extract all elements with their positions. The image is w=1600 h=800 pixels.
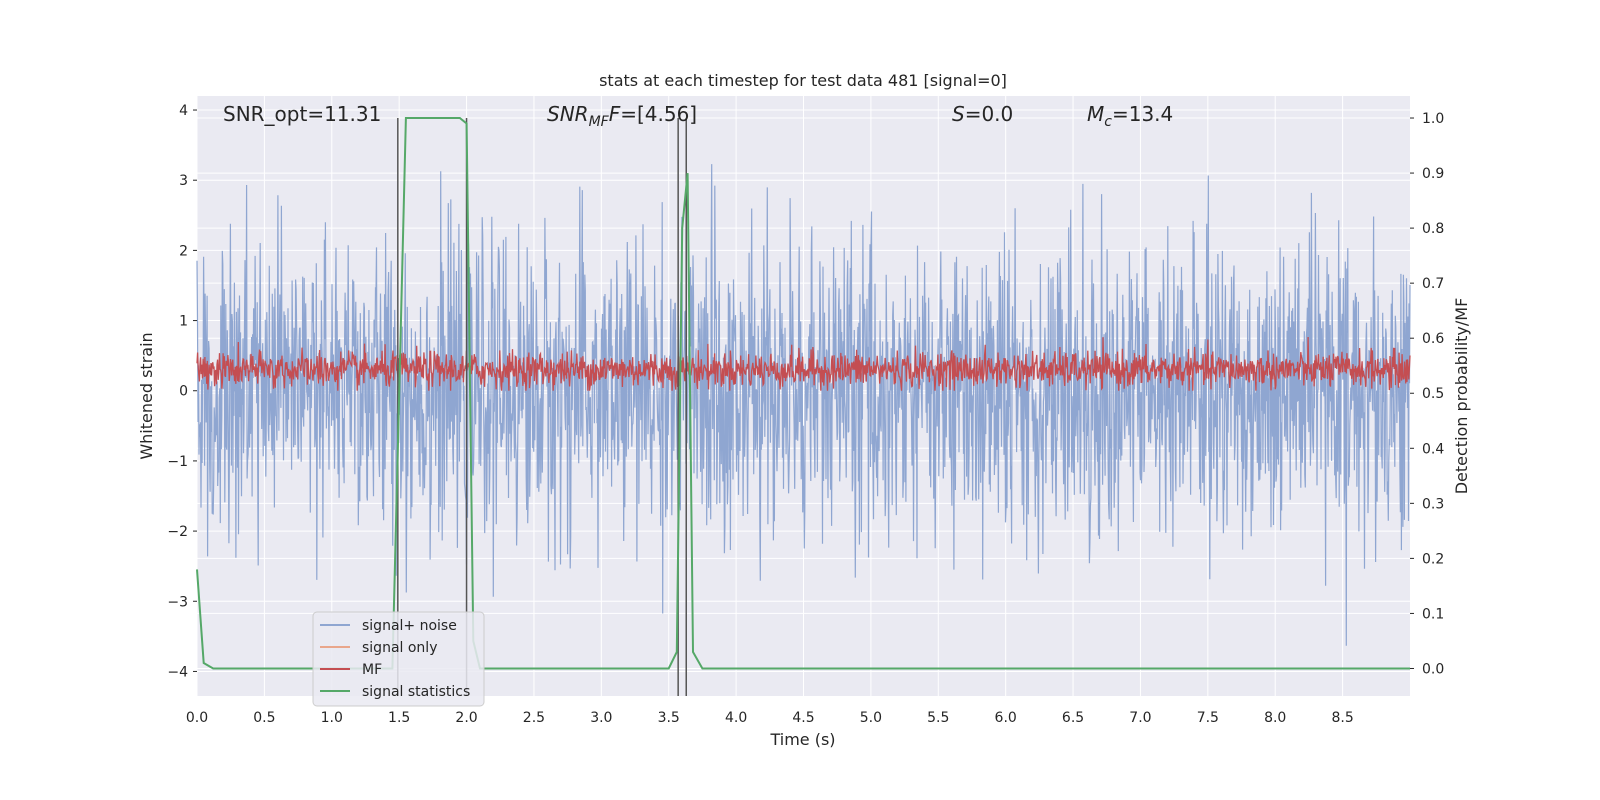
x-tick-label: 4.0: [725, 710, 747, 726]
y2-tick-label: 0.6: [1422, 331, 1444, 347]
x-tick-label: 5.5: [927, 710, 949, 726]
legend-box: [312, 611, 485, 707]
x-tick-label: 0.0: [186, 710, 208, 726]
s-annotation: S=0.0: [952, 102, 1013, 126]
x-tick-label: 8.0: [1264, 710, 1286, 726]
y-tick-labels: 4 3 2 1 0 −1 −2 −3 −4: [167, 103, 197, 680]
y2-tick-label: 0.1: [1422, 606, 1444, 622]
legend: signal+ noise signal only MF signal statist…: [312, 611, 485, 707]
x-tick-label: 1.0: [321, 710, 343, 726]
x-tick-label: 0.5: [253, 710, 275, 726]
x-tick-label: 6.5: [1062, 710, 1084, 726]
y-tick-label: −3: [167, 594, 188, 610]
mc-annotation: Mc=13.4: [1087, 102, 1173, 130]
x-tick-label: 1.5: [388, 710, 410, 726]
y2-tick-label: 0.9: [1422, 166, 1444, 182]
x-tick-label: 3.0: [590, 710, 612, 726]
y2-tick-label: 0.8: [1422, 221, 1444, 237]
s-label: S: [952, 102, 965, 126]
snr-mf-f: F: [609, 102, 621, 126]
y2-tick-labels: 1.0 0.9 0.8 0.7 0.6 0.5 0.4 0.3 0.2 0.1 0.0: [1410, 111, 1444, 677]
chart-title: stats at each timestep for test data 481…: [599, 71, 1007, 90]
snr-mf-annotation: SNRMFF=[4.56]: [547, 102, 697, 130]
x-tick-label: 7.0: [1129, 710, 1151, 726]
y2-tick-label: 0.7: [1422, 276, 1444, 292]
legend-entry-label: signal+ noise: [362, 618, 457, 634]
s-value: =0.0: [965, 102, 1014, 126]
y-axis-label: Whitened strain: [137, 332, 156, 459]
y2-tick-label: 0.3: [1422, 496, 1444, 512]
snr-mf-subscript: MF: [589, 114, 610, 130]
mc-subscript: c: [1104, 114, 1112, 130]
y2-tick-label: 0.0: [1422, 661, 1444, 677]
x-tick-label: 2.0: [455, 710, 477, 726]
y2-tick-label: 0.5: [1422, 386, 1444, 402]
x-tick-label: 5.0: [860, 710, 882, 726]
x-tick-label: 3.5: [658, 710, 680, 726]
y-tick-label: 2: [179, 243, 188, 259]
y-tick-label: −4: [167, 664, 188, 680]
y2-tick-label: 0.4: [1422, 441, 1444, 457]
snr-mf-value: =[4.56]: [620, 102, 697, 126]
mc-label: M: [1087, 102, 1104, 126]
x-tick-label: 7.5: [1197, 710, 1219, 726]
snr-opt-annotation: SNR_opt=11.31: [223, 102, 381, 126]
y-tick-label: 4: [179, 103, 188, 119]
y-tick-label: 0: [179, 384, 188, 400]
x-axis-label: Time (s): [769, 730, 835, 749]
mc-value: =13.4: [1112, 102, 1173, 126]
x-tick-label: 8.5: [1331, 710, 1353, 726]
x-tick-label: 4.5: [792, 710, 814, 726]
y-tick-label: 3: [179, 173, 188, 189]
x-tick-labels: 0.0 0.5 1.0 1.5 2.0 2.5 3.0 3.5 4.0 4.5 5.0 5.5 6.0 6…: [186, 710, 1354, 726]
snr-mf-label: SNR: [547, 102, 589, 126]
x-tick-label: 6.0: [995, 710, 1017, 726]
y2-tick-label: 0.2: [1422, 551, 1444, 567]
y-tick-label: −2: [167, 524, 188, 540]
y-tick-label: −1: [167, 454, 188, 470]
y-tick-label: 1: [179, 314, 188, 330]
y2-axis-label: Detection probability/MF: [1452, 298, 1471, 495]
y2-tick-label: 1.0: [1422, 111, 1444, 127]
legend-entry-label: MF: [362, 662, 382, 678]
legend-entry-label: signal statistics: [362, 684, 470, 700]
legend-entry-label: signal only: [362, 640, 437, 656]
x-tick-label: 2.5: [523, 710, 545, 726]
